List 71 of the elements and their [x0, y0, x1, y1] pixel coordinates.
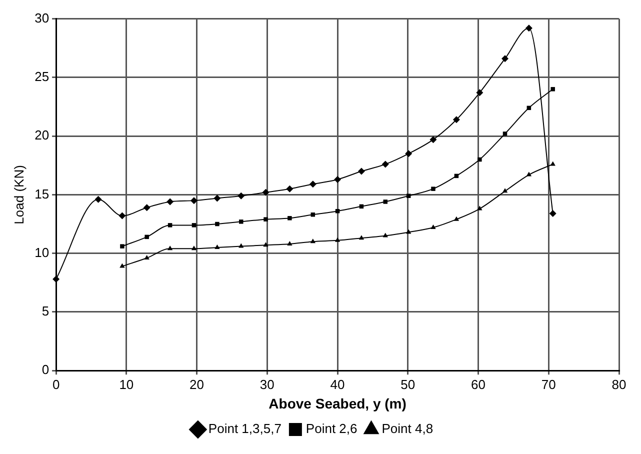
x-tick-label: 0: [52, 376, 60, 392]
legend-label: Point 1,3,5,7: [208, 421, 282, 436]
x-tick-label: 80: [612, 376, 626, 392]
point: [144, 234, 149, 240]
point: [190, 197, 198, 204]
point: [502, 132, 508, 136]
point: [144, 255, 150, 260]
point: [238, 243, 244, 248]
point: [166, 198, 174, 206]
point: [478, 157, 482, 162]
point: [358, 235, 364, 240]
x-tick-label: 20: [190, 376, 204, 392]
y-axis-title: Load (KN): [11, 165, 26, 224]
point: [476, 89, 484, 96]
point: [334, 237, 340, 242]
point: [452, 116, 460, 124]
x-tick-label: 10: [119, 376, 134, 392]
point: [192, 223, 196, 228]
point: [454, 216, 460, 221]
legend-label: Point 4,8: [382, 421, 434, 436]
point: [118, 212, 126, 220]
point: [549, 210, 556, 217]
point: [263, 242, 268, 247]
point: [191, 246, 197, 250]
point: [286, 185, 294, 192]
point: [430, 136, 437, 144]
y-tick-label: 20: [34, 128, 50, 143]
point: [94, 196, 102, 203]
point: [310, 212, 316, 217]
point: [550, 87, 555, 92]
point: [215, 222, 220, 226]
y-tick-label: 5: [42, 304, 50, 319]
point: [477, 206, 482, 210]
legend-label: Point 2,6: [306, 421, 358, 436]
point: [167, 246, 173, 250]
point: [309, 180, 316, 188]
point: [526, 172, 532, 176]
point: [239, 220, 244, 224]
x-tick-label: 50: [400, 376, 416, 392]
point: [214, 244, 220, 249]
point: [264, 217, 268, 222]
point: [405, 150, 412, 158]
y-tick-label: 25: [34, 69, 50, 84]
point: [287, 240, 292, 246]
point: [382, 160, 389, 168]
x-tick-label: 60: [471, 376, 486, 392]
point: [168, 223, 172, 228]
point: [262, 188, 270, 196]
point: [430, 224, 436, 230]
point: [310, 238, 316, 244]
x-tick-label: 30: [260, 376, 274, 392]
point: [143, 204, 150, 212]
point: [502, 188, 508, 193]
point: [214, 194, 221, 202]
point: [383, 200, 388, 204]
point: [120, 244, 124, 248]
point: [288, 216, 292, 220]
y-tick-label: 15: [34, 186, 50, 202]
point: [52, 276, 60, 283]
y-tick-label: 0: [42, 362, 50, 378]
point: [502, 55, 509, 62]
point: [358, 168, 365, 175]
y-tick-label: 10: [34, 244, 50, 260]
point: [334, 176, 342, 183]
point: [431, 186, 436, 191]
x-axis-title: Above Seabed, y (m): [268, 395, 406, 412]
y-tick-label: 30: [34, 10, 50, 26]
x-tick-label: 70: [541, 376, 556, 392]
point: [525, 24, 532, 32]
x-tick-label: 40: [330, 376, 345, 392]
point: [238, 192, 245, 200]
